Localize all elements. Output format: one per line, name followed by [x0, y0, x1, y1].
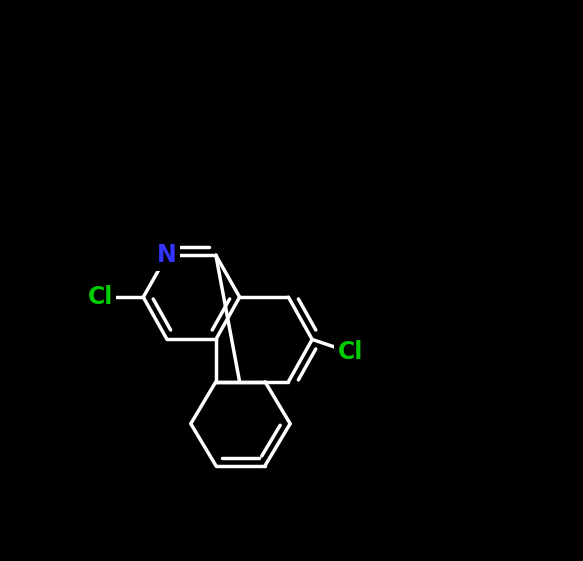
Text: Cl: Cl	[87, 285, 113, 309]
Text: Cl: Cl	[338, 341, 363, 365]
Text: N: N	[157, 243, 177, 267]
